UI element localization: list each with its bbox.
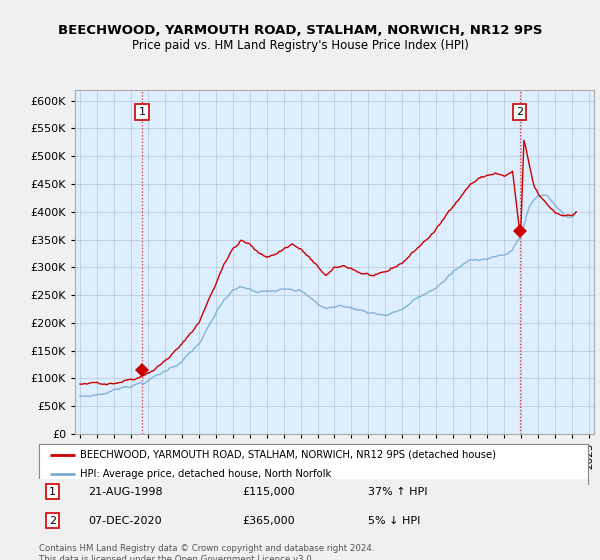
Text: Contains HM Land Registry data © Crown copyright and database right 2024.
This d: Contains HM Land Registry data © Crown c…: [39, 544, 374, 560]
Text: BEECHWOOD, YARMOUTH ROAD, STALHAM, NORWICH, NR12 9PS (detached house): BEECHWOOD, YARMOUTH ROAD, STALHAM, NORWI…: [80, 450, 496, 460]
Text: £365,000: £365,000: [242, 516, 295, 526]
Text: BEECHWOOD, YARMOUTH ROAD, STALHAM, NORWICH, NR12 9PS: BEECHWOOD, YARMOUTH ROAD, STALHAM, NORWI…: [58, 24, 542, 36]
Text: HPI: Average price, detached house, North Norfolk: HPI: Average price, detached house, Nort…: [80, 469, 331, 479]
Text: 2: 2: [49, 516, 56, 526]
Text: 2: 2: [516, 107, 523, 117]
Text: 1: 1: [139, 107, 145, 117]
Text: 37% ↑ HPI: 37% ↑ HPI: [368, 487, 428, 497]
Text: £115,000: £115,000: [242, 487, 295, 497]
Text: 1: 1: [49, 487, 56, 497]
Text: Price paid vs. HM Land Registry's House Price Index (HPI): Price paid vs. HM Land Registry's House …: [131, 39, 469, 52]
Text: 5% ↓ HPI: 5% ↓ HPI: [368, 516, 421, 526]
Text: 07-DEC-2020: 07-DEC-2020: [88, 516, 162, 526]
Text: 21-AUG-1998: 21-AUG-1998: [88, 487, 163, 497]
